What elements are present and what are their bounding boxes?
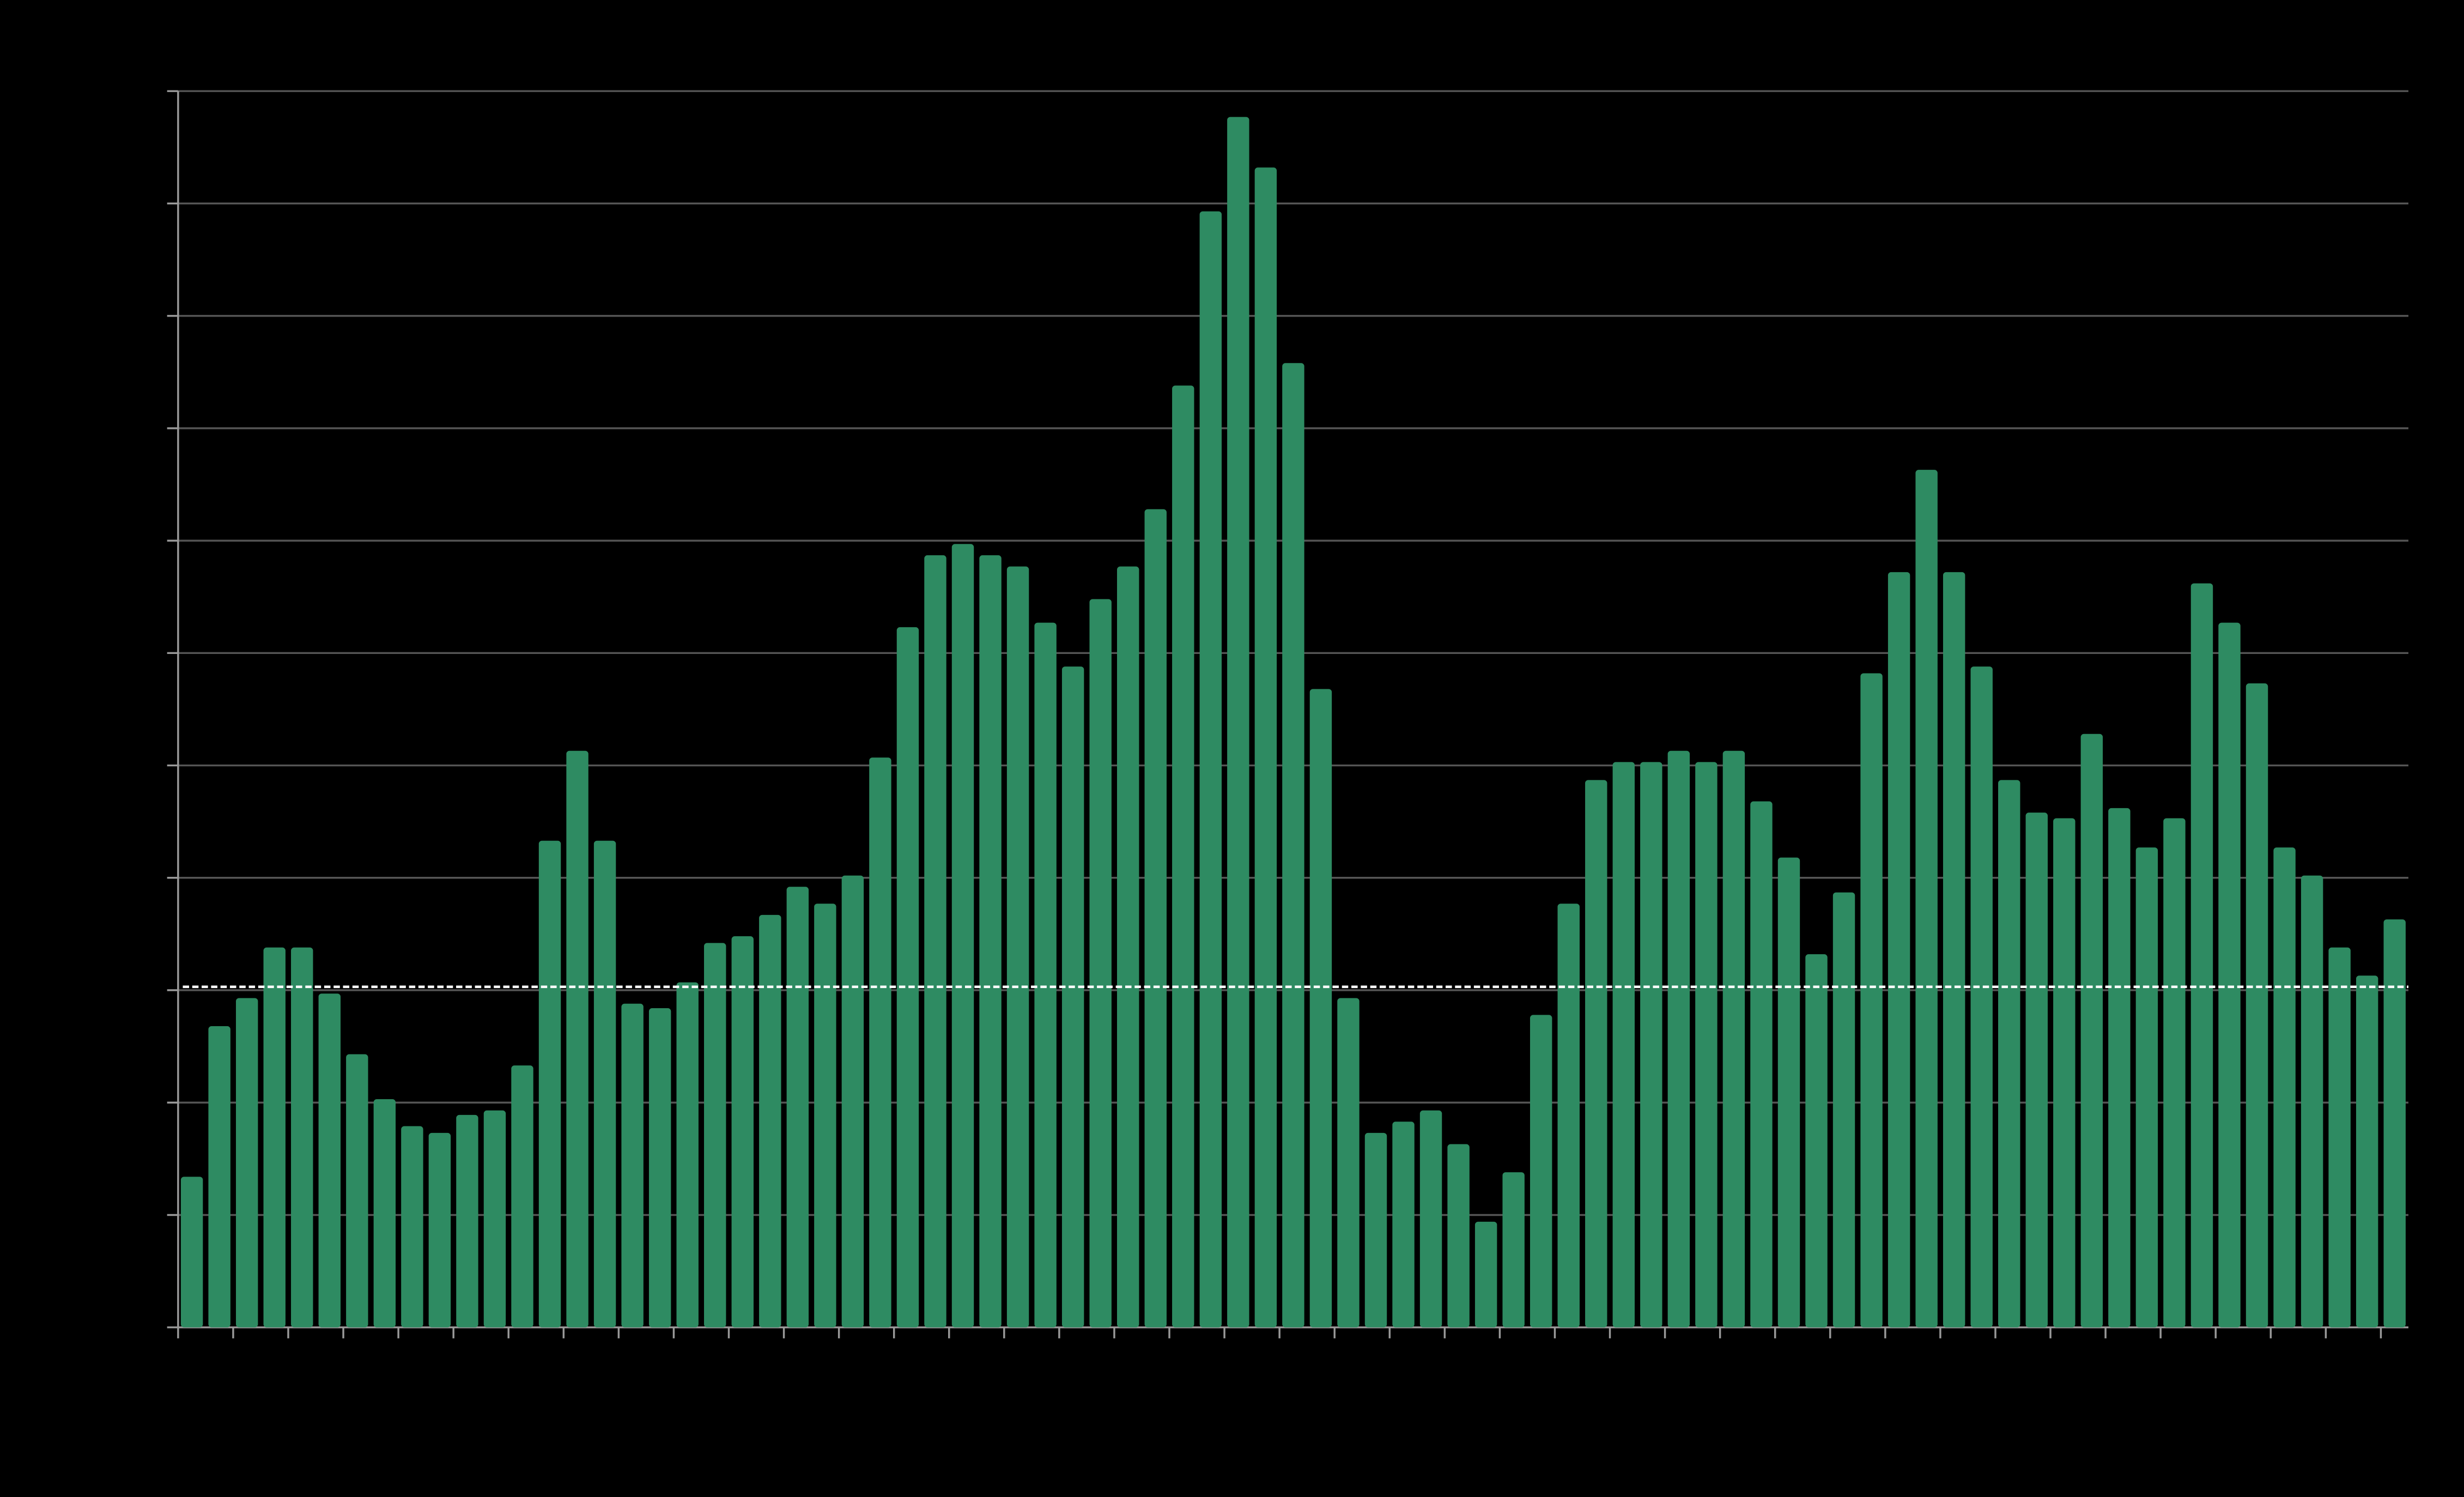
bar (648, 1008, 671, 1328)
bar (951, 544, 974, 1328)
bar (2383, 919, 2406, 1328)
bar (538, 840, 561, 1328)
bar (1585, 780, 1607, 1328)
bar (1282, 363, 1304, 1328)
bar (1530, 1015, 1552, 1328)
bar (1557, 904, 1580, 1328)
bar (759, 914, 781, 1328)
bar (1998, 780, 2020, 1328)
bar (2080, 734, 2103, 1328)
bar (263, 947, 286, 1328)
bar (2301, 875, 2323, 1328)
bar (1722, 750, 1745, 1328)
bar (814, 904, 836, 1328)
bar (1667, 750, 1690, 1328)
bar (1337, 998, 1360, 1328)
bar (1888, 572, 1910, 1328)
bar (291, 947, 313, 1328)
bar (621, 1003, 644, 1328)
bar (1006, 566, 1029, 1328)
bar (346, 1054, 368, 1328)
bar (1943, 572, 1965, 1328)
bar (1777, 857, 1800, 1328)
bar (2135, 847, 2158, 1328)
bar (1199, 211, 1222, 1328)
bar (1172, 385, 1194, 1328)
bar (1309, 689, 1332, 1328)
bar (1034, 622, 1057, 1328)
bar (1860, 673, 1883, 1328)
bar (2218, 622, 2241, 1328)
bar (511, 1065, 533, 1328)
bar (456, 1114, 478, 1328)
bar (2025, 813, 2048, 1328)
bar (704, 943, 726, 1328)
bar (180, 1177, 203, 1328)
bar (1915, 470, 1938, 1328)
bar (483, 1110, 506, 1328)
bar (2053, 818, 2075, 1328)
bar (318, 993, 341, 1328)
bar (1061, 666, 1084, 1328)
bar (2108, 808, 2131, 1328)
bar (235, 998, 258, 1328)
bar (2163, 818, 2186, 1328)
bar (676, 982, 699, 1328)
bar (896, 627, 919, 1328)
bar (1254, 167, 1277, 1328)
bar (2245, 683, 2268, 1328)
bar (1695, 762, 1717, 1328)
bar (731, 936, 754, 1328)
bar (979, 555, 1002, 1328)
bar (2190, 583, 2213, 1328)
bar (1970, 666, 1993, 1328)
bar (593, 840, 616, 1328)
bar (2273, 847, 2296, 1328)
bar (1805, 954, 1828, 1328)
bar (428, 1132, 451, 1328)
bar (924, 555, 946, 1328)
bar (1117, 566, 1139, 1328)
bar (1640, 762, 1662, 1328)
bar (1392, 1122, 1415, 1328)
bar (1474, 1221, 1497, 1328)
bar (2356, 975, 2378, 1328)
bar (786, 887, 809, 1328)
bar (1089, 599, 1112, 1328)
bar (1227, 117, 1249, 1328)
bar (373, 1099, 396, 1328)
bar (1832, 892, 1855, 1328)
bar (841, 875, 864, 1328)
bar (1144, 509, 1167, 1328)
bar (1364, 1132, 1387, 1328)
bar (566, 750, 588, 1328)
bar (2328, 947, 2351, 1328)
bar (869, 757, 891, 1328)
bar (1750, 801, 1773, 1328)
bar (1612, 762, 1635, 1328)
bar (1447, 1144, 1470, 1328)
bar (1502, 1172, 1525, 1328)
bar (1419, 1110, 1442, 1328)
bar (208, 1026, 230, 1328)
bar (401, 1126, 423, 1328)
